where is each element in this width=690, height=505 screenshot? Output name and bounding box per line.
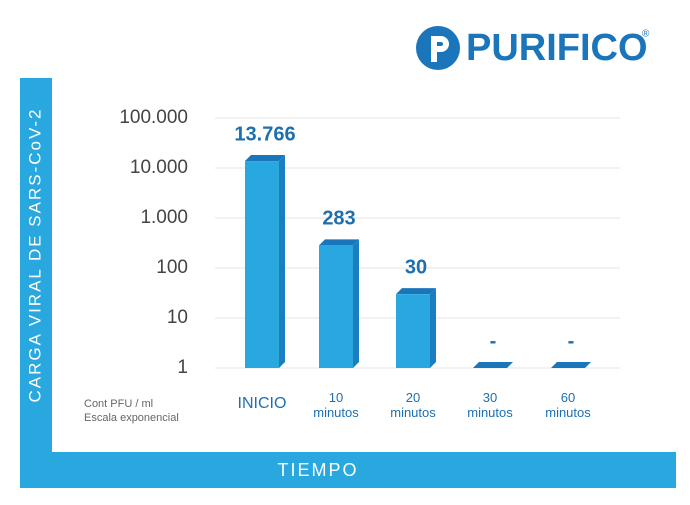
y-tick-label: 1.000 xyxy=(140,207,188,228)
bar-top xyxy=(473,362,513,368)
bar-top xyxy=(396,288,436,295)
y-tick-label: 10 xyxy=(167,307,188,328)
logo-mark: ® xyxy=(642,29,650,40)
logo: PURIFICO ® xyxy=(416,26,650,70)
bar-side xyxy=(353,239,359,368)
note: Escala exponencial xyxy=(84,412,179,424)
y-tick-label: 100 xyxy=(156,257,188,278)
y-tick-label: 10.000 xyxy=(130,157,188,178)
x-axis-band xyxy=(20,452,676,488)
y-tick-label: 1 xyxy=(177,357,188,378)
note: Cont PFU / ml xyxy=(84,398,153,410)
value-label: 13.766 xyxy=(234,123,295,145)
x-tick-label: 60 minutos xyxy=(545,390,591,420)
value-label: - xyxy=(490,330,497,352)
x-tick-label: 30 minutos xyxy=(467,390,513,420)
value-label: 283 xyxy=(322,208,355,230)
bar-side xyxy=(279,155,285,368)
bar-top xyxy=(245,155,285,162)
bar xyxy=(245,161,279,368)
value-label: 30 xyxy=(405,256,427,278)
value-label: - xyxy=(568,330,575,352)
bar-top xyxy=(319,239,359,246)
y-axis-label: CARGA VIRAL DE SARS-CoV-2 xyxy=(25,107,44,402)
y-axis-band xyxy=(20,78,52,462)
x-axis-label: TIEMPO xyxy=(277,460,358,480)
logo-icon-p xyxy=(431,36,449,62)
logo-text: PURIFICO xyxy=(466,27,648,69)
bar xyxy=(319,245,353,368)
bar xyxy=(396,294,430,368)
bar-side xyxy=(430,288,436,368)
bar-top xyxy=(551,362,591,368)
x-tick-label: 20 minutos xyxy=(390,390,436,420)
y-tick-label: 100.000 xyxy=(119,107,188,128)
x-tick-label: INICIO xyxy=(238,395,287,412)
x-tick-label: 10 minutos xyxy=(313,390,359,420)
